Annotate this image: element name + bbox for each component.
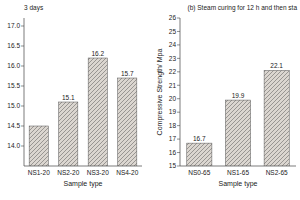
y-tick xyxy=(177,139,180,140)
subtitle: 3 days xyxy=(24,4,44,12)
y-tick xyxy=(177,58,180,59)
y-tick-label: 21 xyxy=(169,82,177,89)
y-tick xyxy=(21,106,24,107)
y-axis-label: Compressive Strength/ Mpa xyxy=(156,49,164,136)
y-tick-label: 15 xyxy=(169,162,177,169)
y-tick-label: 26 xyxy=(169,14,177,21)
y-tick xyxy=(177,71,180,72)
bar xyxy=(118,78,137,166)
x-tick-label: NS0-65 xyxy=(188,169,210,176)
x-tick-label: NS2-20 xyxy=(57,169,79,176)
x-axis xyxy=(24,166,142,167)
data-label: 16.2 xyxy=(91,50,104,57)
y-tick-label: 24 xyxy=(169,41,177,48)
y-tick-label: 14.5 xyxy=(7,122,20,129)
y-tick-label: 16 xyxy=(169,149,177,156)
y-tick-label: 17.0 xyxy=(7,22,20,29)
y-tick-label: 17 xyxy=(169,135,177,142)
y-tick xyxy=(21,66,24,67)
y-tick-label: 15.5 xyxy=(7,82,20,89)
y-tick-label: 14.0 xyxy=(7,142,20,149)
data-label: 16.7 xyxy=(193,135,206,142)
y-tick-label: 19 xyxy=(169,108,177,115)
y-tick xyxy=(177,112,180,113)
bar xyxy=(88,58,107,166)
y-tick-label: 15.0 xyxy=(7,102,20,109)
data-label: 15.1 xyxy=(62,94,75,101)
x-tick-label: NS1-20 xyxy=(28,169,50,176)
y-tick-label: 16.0 xyxy=(7,62,20,69)
y-tick xyxy=(21,146,24,147)
x-axis-label: Sample type xyxy=(219,180,258,188)
y-tick xyxy=(177,31,180,32)
y-tick-label: 25 xyxy=(169,28,177,35)
bars xyxy=(187,70,289,166)
panel: 14.0 14.5 15.0 15.5 16.0 16.5 17.0 NS1-20 NS2-20… xyxy=(7,4,142,200)
y-tick-label: 16.5 xyxy=(7,42,20,49)
bars xyxy=(29,58,137,166)
y-tick-label: 20 xyxy=(169,95,177,102)
x-axis-label: Sample type xyxy=(64,180,103,188)
y-tick-label: 23 xyxy=(169,55,177,62)
x-axis xyxy=(180,166,296,167)
y-tick xyxy=(21,26,24,27)
y-tick xyxy=(21,126,24,127)
data-label: 15.7 xyxy=(121,70,134,77)
y-tick xyxy=(177,166,180,167)
bar xyxy=(187,143,212,166)
chart-root: 14.0 14.5 15.0 15.5 16.0 16.5 17.0 NS1-20 NS2-20… xyxy=(0,0,300,200)
y-tick xyxy=(177,152,180,153)
y-tick xyxy=(177,18,180,19)
y-tick xyxy=(177,98,180,99)
y-tick xyxy=(21,86,24,87)
x-tick-label: NS2-65 xyxy=(266,169,288,176)
data-label: 19.9 xyxy=(232,92,245,99)
y-tick xyxy=(177,44,180,45)
x-tick-label: NS4-20 xyxy=(116,169,138,176)
y-tick xyxy=(21,46,24,47)
bar xyxy=(264,70,289,166)
panel: 15 16 17 18 19 20 21 22 23 24 25 26 NS0-65 NS1-65 NS2-… xyxy=(156,4,298,200)
bar xyxy=(29,126,48,166)
y-axis xyxy=(180,18,181,166)
subtitle: (b) Steam curing for 12 h and then sta xyxy=(188,4,298,12)
figure: 14.0 14.5 15.0 15.5 16.0 16.5 17.0 NS1-20 NS2-20… xyxy=(0,0,300,200)
y-tick-label: 22 xyxy=(169,68,177,75)
x-tick-label: NS3-20 xyxy=(87,169,109,176)
data-label: 22.1 xyxy=(270,62,283,69)
y-tick xyxy=(177,125,180,126)
x-tick-label: NS1-65 xyxy=(227,169,249,176)
y-tick-label: 18 xyxy=(169,122,177,129)
bar xyxy=(225,100,250,166)
y-tick xyxy=(177,85,180,86)
y-axis xyxy=(24,18,25,166)
bar xyxy=(59,102,78,166)
